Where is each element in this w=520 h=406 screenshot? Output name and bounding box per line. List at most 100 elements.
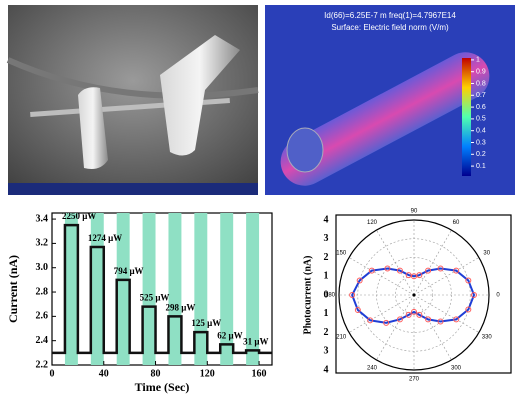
data-point — [465, 277, 472, 284]
light-on-band — [168, 213, 182, 365]
data-point — [471, 292, 477, 298]
center-dot — [412, 293, 416, 297]
data-point — [425, 267, 432, 274]
photocurrent-curve — [351, 267, 476, 324]
x-tick-label: 80 — [151, 368, 161, 379]
colorbar-tick-label: 0.1 — [476, 163, 486, 170]
data-point — [356, 277, 363, 284]
data-point — [437, 265, 444, 272]
y-tick-label: 2.2 — [36, 359, 49, 370]
r-tick-label: 4 — [324, 214, 329, 225]
x-tick-label: 120 — [200, 368, 215, 379]
colorbar-tick-label: 0.3 — [476, 139, 486, 146]
light-on-band — [90, 213, 104, 365]
simulation-subtitle: Surface: Electric field norm (V/m) — [331, 23, 449, 32]
theta-grid — [413, 294, 480, 333]
x-tick-label: 40 — [99, 368, 109, 379]
theta-tick-label: 180 — [325, 293, 336, 299]
r-tick-label: 3 — [324, 233, 329, 244]
data-point — [411, 273, 417, 280]
data-point — [416, 272, 423, 279]
y-tick-label: 3.2 — [36, 238, 49, 249]
theta-grid — [348, 294, 415, 333]
colorbar-tick-label: 0.7 — [476, 92, 486, 99]
r-tick-label: 1 — [324, 271, 329, 282]
data-point — [425, 316, 432, 323]
x-axis-label: Time (Sec) — [135, 380, 190, 394]
current-line — [52, 223, 272, 355]
annotation: 62 μW — [217, 330, 242, 340]
sem-image — [6, 5, 259, 195]
r-tick-label: 2 — [324, 327, 329, 338]
data-point — [396, 316, 403, 323]
data-point — [453, 267, 460, 274]
y-tick-label: 2.4 — [36, 335, 49, 346]
theta-tick-label: 120 — [367, 220, 378, 226]
theta-tick-label: 270 — [409, 377, 420, 383]
data-point — [354, 307, 361, 314]
theta-grid — [348, 257, 415, 296]
colorbar-tick-label: 0.4 — [476, 128, 486, 135]
data-point — [368, 267, 375, 274]
light-on-band — [194, 213, 208, 365]
theta-tick-label: 210 — [336, 335, 347, 341]
r-tick-label: 1 — [324, 308, 329, 319]
theta-grid — [376, 229, 415, 296]
data-point — [383, 319, 390, 326]
theta-tick-label: 30 — [483, 251, 490, 257]
theta-grid — [413, 229, 452, 296]
theta-grid — [413, 257, 480, 296]
theta-tick-label: 0 — [496, 293, 500, 299]
data-point — [437, 318, 444, 325]
r-tick-label: 4 — [324, 364, 329, 375]
colorbar-tick-label: 0.2 — [476, 151, 486, 158]
colorbar-tick-label: 0.6 — [476, 104, 486, 111]
annotation: 1274 μW — [88, 233, 122, 243]
data-point — [411, 308, 417, 315]
data-point — [349, 292, 356, 298]
theta-tick-label: 90 — [411, 209, 418, 215]
theta-tick-label: 300 — [451, 365, 462, 371]
polar-frame — [335, 214, 512, 374]
simulation-title: Id(66)=6.25E-7 m freq(1)=4.7967E14 — [324, 11, 456, 20]
simulation-image: Id(66)=6.25E-7 m freq(1)=4.7967E14 Surfa… — [265, 5, 515, 195]
theta-tick-label: 330 — [482, 335, 493, 341]
colorbar-tick-label: 0.5 — [476, 116, 486, 123]
data-point — [405, 272, 412, 279]
theta-grid — [413, 294, 452, 361]
y-axis-label: Current (nA) — [6, 255, 20, 323]
r-axis-label: Photocurrent (nA) — [302, 256, 313, 335]
data-point — [416, 311, 423, 318]
data-point — [367, 317, 374, 324]
theta-tick-label: 240 — [367, 365, 378, 371]
annotation: 125 μW — [191, 318, 221, 328]
annotation: 298 μW — [165, 302, 195, 312]
annotation: 794 μW — [114, 266, 144, 276]
y-tick-label: 3.4 — [36, 213, 49, 224]
r-grid — [394, 275, 434, 315]
colorbar-tick-label: 0.8 — [476, 80, 486, 87]
r-grid — [338, 219, 490, 371]
data-point — [465, 306, 472, 313]
y-tick-label: 2.6 — [36, 311, 49, 322]
light-on-band — [142, 213, 156, 365]
y-tick-label: 2.8 — [36, 286, 49, 297]
x-tick-label: 160 — [252, 368, 267, 379]
colorbar-tick-label: 1 — [476, 57, 480, 64]
colorbar-tick-label: 0.9 — [476, 69, 486, 76]
data-point — [384, 265, 391, 272]
light-on-band — [64, 213, 78, 365]
x-tick-label: 0 — [50, 368, 55, 379]
annotation: 31 μW — [243, 336, 268, 346]
theta-grid — [376, 294, 415, 361]
r-tick-label: 2 — [324, 252, 329, 263]
r-tick-label: 3 — [324, 346, 329, 357]
theta-tick-label: 150 — [336, 251, 347, 257]
y-tick-label: 3.0 — [36, 262, 49, 273]
plot-frame — [51, 212, 273, 366]
theta-tick-label: 60 — [453, 220, 460, 226]
light-on-band — [116, 213, 130, 365]
annotation: 2250 μW — [62, 211, 96, 221]
r-tick-label: 0 — [324, 289, 329, 300]
